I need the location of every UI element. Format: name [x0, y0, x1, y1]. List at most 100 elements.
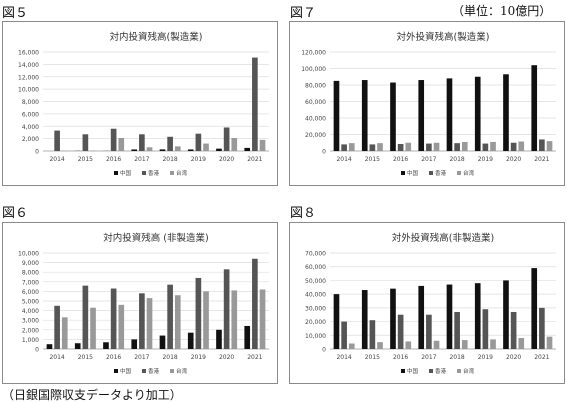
bar: [174, 146, 181, 151]
bar: [167, 284, 173, 349]
legend-label: 台湾: [176, 367, 188, 375]
legend-label: 中国: [120, 169, 132, 177]
bar: [139, 293, 145, 349]
x-tick-label: 2018: [449, 156, 464, 163]
chart-svg-fig5: 対内投資残高(製造業) 0 2,000 4,000 6,000 8,000 10,000 12…: [18, 31, 269, 177]
bar: [426, 143, 432, 151]
legend-label: 台湾: [463, 169, 475, 177]
legend-swatch: [457, 171, 461, 175]
figure-label-7: 図７: [290, 6, 317, 21]
x-tick-label: 2019: [478, 354, 493, 361]
bar: [223, 269, 230, 349]
bar: [490, 141, 496, 151]
x-tick-label: 2018: [162, 156, 177, 163]
bar: [216, 329, 222, 349]
bar: [405, 341, 412, 349]
source-note: （日銀国際収支データより加工）: [2, 388, 182, 402]
legend-label: 中国: [120, 367, 132, 375]
bar: [231, 138, 238, 151]
bar: [103, 342, 109, 349]
legend-swatch: [401, 171, 405, 175]
bar: [131, 339, 138, 349]
legend-label: 中国: [407, 367, 419, 375]
legend-swatch: [142, 171, 146, 175]
y-tick-label: 0: [35, 149, 39, 156]
y-tick-label: 12,000: [18, 74, 39, 81]
x-tick-label: 2016: [393, 156, 408, 163]
legend-swatch: [170, 171, 174, 175]
y-tick-label: 16,000: [18, 50, 39, 57]
chart-svg-fig8: 対外投資残高(非製造業) 0 10,000 20,000 30,000 40,000 50,…: [305, 232, 556, 375]
bar: [510, 311, 517, 349]
unit-note: （単位：10億円）: [452, 4, 552, 18]
y-tick-label: 6,000: [22, 111, 39, 118]
legend-swatch: [170, 369, 174, 373]
bar: [118, 138, 125, 151]
y-tick-label: 1,000: [22, 337, 39, 344]
bar: [252, 57, 258, 151]
bar: [510, 142, 517, 151]
x-tick-label: 2017: [134, 354, 149, 361]
bar: [61, 317, 68, 349]
x-tick-label: 2014: [336, 354, 351, 361]
x-tick-label: 2017: [421, 156, 436, 163]
x-tick-label: 2020: [219, 354, 234, 361]
x-tick-label: 2019: [191, 354, 206, 361]
figure-label-5: 図５: [2, 6, 29, 21]
y-tick-label: 10,000: [305, 333, 326, 340]
bar: [531, 65, 538, 151]
x-tick-label: 2021: [534, 354, 549, 361]
bar: [539, 139, 545, 151]
bar: [82, 285, 89, 349]
bar: [187, 149, 194, 151]
bar: [377, 342, 383, 349]
bar: [259, 289, 266, 349]
bar: [223, 127, 230, 151]
x-tick-label: 2019: [478, 156, 493, 163]
chart-panel-fig8: 対外投資残高(非製造業) 0 10,000 20,000 30,000 40,000 50,…: [289, 222, 565, 384]
bar: [110, 128, 117, 151]
x-tick-label: 2015: [78, 354, 93, 361]
x-tick-label: 2016: [106, 354, 121, 361]
bar: [433, 340, 440, 349]
bar: [146, 147, 153, 151]
y-tick-label: 0: [322, 149, 326, 156]
chart-title: 対外投資残高(製造業): [397, 31, 490, 43]
bar: [187, 332, 194, 349]
y-tick-label: 6,000: [22, 289, 39, 296]
bar: [531, 268, 538, 349]
bar: [216, 148, 222, 151]
bar: [195, 133, 202, 151]
y-tick-label: 20,000: [305, 132, 326, 139]
y-tick-label: 8,000: [22, 270, 39, 277]
bar: [159, 149, 166, 151]
x-tick-label: 2020: [219, 156, 234, 163]
bar: [54, 130, 60, 151]
x-tick-label: 2016: [393, 354, 408, 361]
legend-swatch: [142, 369, 146, 373]
chart-title: 対外投資残高(非製造業): [392, 232, 494, 244]
y-tick-label: 5,000: [22, 299, 39, 306]
y-tick-label: 80,000: [305, 83, 326, 90]
legend-label: 中国: [407, 169, 419, 177]
y-tick-label: 70,000: [305, 251, 326, 258]
x-tick-label: 2018: [449, 354, 464, 361]
legend-swatch: [114, 171, 118, 175]
legend-label: 香港: [148, 169, 160, 177]
y-tick-label: 100,000: [301, 66, 326, 73]
y-tick-label: 60,000: [305, 99, 326, 106]
chart-svg-fig7: 対外投資残高(製造業) 0 20,000 40,000 60,000 80,000 100,…: [301, 31, 556, 177]
bar: [74, 343, 81, 349]
bar: [118, 304, 125, 349]
bar: [244, 325, 251, 349]
chart-title: 対内投資残高(製造業): [110, 31, 203, 43]
y-tick-label: 50,000: [305, 278, 326, 285]
bar: [482, 309, 489, 349]
bar: [397, 143, 404, 151]
x-tick-label: 2020: [506, 354, 521, 361]
y-tick-label: 60,000: [305, 264, 326, 271]
y-tick-label: 2,000: [22, 327, 39, 334]
x-tick-label: 2014: [336, 156, 351, 163]
x-tick-label: 2015: [365, 156, 380, 163]
bar: [167, 136, 173, 151]
